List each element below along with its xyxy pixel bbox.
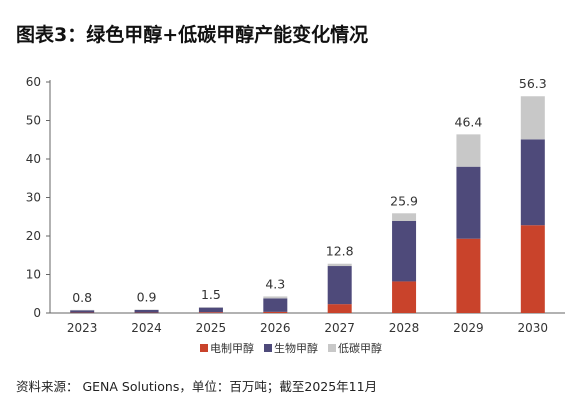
bar-segment: [456, 166, 481, 239]
bar-segment: [520, 139, 545, 226]
x-tick-label: 2027: [324, 321, 355, 335]
y-axis: 0 10 20 30 40 50 60: [26, 75, 51, 320]
x-tick-label: 2028: [389, 321, 420, 335]
bar-segment: [392, 213, 417, 221]
bar-segment: [520, 96, 545, 140]
legend-swatch: [264, 344, 272, 352]
total-data-label: 46.4: [455, 114, 483, 129]
total-data-label: 12.8: [326, 244, 354, 259]
total-data-label: 0.9: [137, 290, 157, 305]
x-axis: 2023 2024 2025 2026 2027 2028 2029 2030: [50, 312, 565, 335]
total-data-label: 56.3: [519, 76, 547, 91]
bar-segment: [392, 281, 417, 313]
legend-label: 低碳甲醇: [338, 342, 382, 355]
total-data-label: 0.8: [72, 290, 92, 305]
bar-segment: [520, 225, 545, 313]
x-tick-label: 2023: [67, 321, 98, 335]
x-tick-label: 2025: [196, 321, 227, 335]
total-data-label: 4.3: [265, 276, 285, 291]
total-labels: 0.8 0.9 1.5 4.3 12.8 25.9 46.4 56.3: [72, 76, 546, 305]
x-tick-label: 2026: [260, 321, 291, 335]
bar-segment: [70, 310, 95, 313]
source-note: 资料来源： GENA Solutions，单位：百万吨；截至2025年11月: [16, 379, 378, 394]
legend-item: 低碳甲醇: [328, 340, 382, 356]
bar-segment: [198, 312, 223, 313]
y-tick-label: 20: [26, 229, 41, 243]
legend-label: 生物甲醇: [274, 342, 318, 355]
bar-segment: [134, 309, 159, 313]
bar-segment: [456, 238, 481, 313]
total-data-label: 1.5: [201, 287, 221, 302]
bar-segment: [456, 134, 481, 167]
bar-segment: [327, 263, 352, 267]
bar-segment: [263, 296, 288, 299]
y-tick-label: 10: [26, 268, 41, 282]
y-tick-label: 40: [26, 152, 41, 166]
legend: 电制甲醇 生物甲醇 低碳甲醇: [0, 340, 582, 356]
bar-segment: [327, 304, 352, 313]
y-tick-label: 60: [26, 75, 41, 89]
bar-segment: [327, 266, 352, 305]
bar-segment: [392, 220, 417, 282]
legend-swatch: [328, 344, 336, 352]
legend-item: 电制甲醇: [200, 340, 254, 356]
y-tick-label: 50: [26, 114, 41, 128]
total-data-label: 25.9: [390, 193, 418, 208]
x-tick-label: 2024: [131, 321, 162, 335]
legend-item: 生物甲醇: [264, 340, 318, 356]
x-tick-label: 2030: [518, 321, 549, 335]
bar-segment: [198, 307, 223, 313]
bars: [70, 96, 545, 313]
y-tick-label: 0: [33, 306, 41, 320]
bar-segment: [263, 298, 288, 312]
legend-swatch: [200, 344, 208, 352]
x-tick-label: 2029: [453, 321, 484, 335]
bar-segment: [263, 311, 288, 313]
legend-label: 电制甲醇: [210, 342, 254, 355]
chart-title: 图表3：绿色甲醇+低碳甲醇产能变化情况: [16, 24, 369, 46]
y-tick-label: 30: [26, 191, 41, 205]
